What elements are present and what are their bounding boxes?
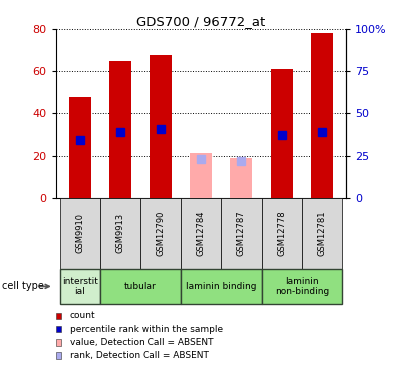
Bar	[100, 269, 181, 304]
Bar	[69, 97, 91, 198]
Text: laminin binding: laminin binding	[186, 282, 256, 291]
Bar	[261, 269, 342, 304]
Text: interstit
ial: interstit ial	[62, 277, 98, 296]
Text: laminin
non-binding: laminin non-binding	[275, 277, 329, 296]
Bar	[140, 198, 181, 269]
Text: cell type: cell type	[2, 281, 44, 291]
Text: GSM12778: GSM12778	[277, 210, 286, 256]
Text: GSM12787: GSM12787	[237, 210, 246, 256]
Bar	[271, 69, 293, 198]
Bar	[261, 198, 302, 269]
Text: GSM9910: GSM9910	[76, 213, 84, 253]
Bar	[60, 198, 100, 269]
Bar	[109, 61, 131, 198]
Bar	[60, 269, 100, 304]
Bar	[190, 153, 212, 198]
Text: percentile rank within the sample: percentile rank within the sample	[70, 325, 223, 334]
Title: GDS700 / 96772_at: GDS700 / 96772_at	[137, 15, 265, 28]
Text: count: count	[70, 311, 95, 320]
Text: GSM12781: GSM12781	[318, 210, 326, 256]
Bar	[150, 55, 172, 198]
Bar	[311, 33, 333, 198]
Bar	[181, 198, 221, 269]
Bar	[221, 198, 261, 269]
Bar	[100, 198, 140, 269]
Text: GSM9913: GSM9913	[116, 213, 125, 253]
Text: GSM12790: GSM12790	[156, 211, 165, 256]
Bar	[230, 158, 252, 198]
Bar	[181, 269, 261, 304]
Bar	[302, 198, 342, 269]
Text: value, Detection Call = ABSENT: value, Detection Call = ABSENT	[70, 338, 213, 347]
Text: rank, Detection Call = ABSENT: rank, Detection Call = ABSENT	[70, 351, 209, 360]
Text: GSM12784: GSM12784	[197, 210, 205, 256]
Text: tubular: tubular	[124, 282, 157, 291]
